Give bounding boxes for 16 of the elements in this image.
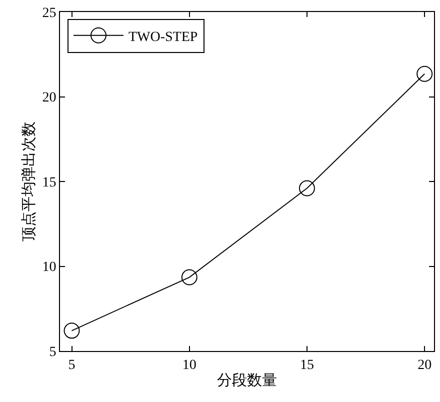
y-tick-label: 15 <box>42 175 56 190</box>
x-tick-label: 10 <box>182 358 196 373</box>
y-tick-label: 5 <box>49 344 56 360</box>
x-tick-label: 15 <box>300 358 314 373</box>
y-tick-label: 20 <box>42 90 56 106</box>
point <box>64 322 80 339</box>
point <box>298 180 315 196</box>
x-axis-title: 分段数量 <box>217 372 277 389</box>
legend-label: TWO-STEP <box>128 30 198 45</box>
point <box>181 269 198 286</box>
y-tick-label: 25 <box>42 6 56 21</box>
x-tick-label: 20 <box>418 358 432 373</box>
y-axis-title: 顶点平均弹出次数 <box>20 122 38 242</box>
y-tick-label: 10 <box>42 260 56 276</box>
point <box>416 66 433 82</box>
x-tick-label: 5 <box>68 358 76 373</box>
